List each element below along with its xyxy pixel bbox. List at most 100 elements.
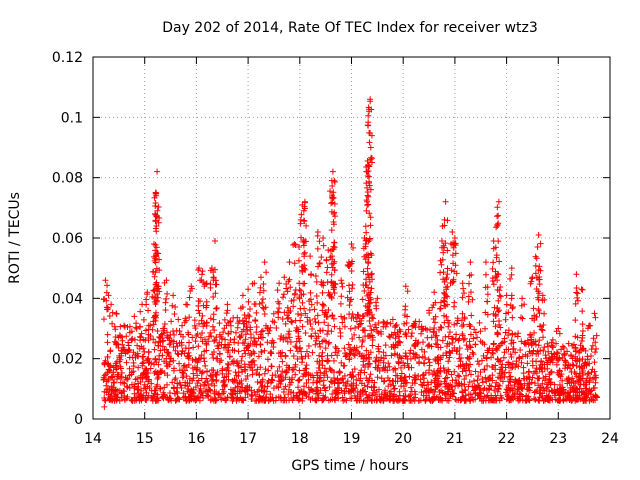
data-point <box>278 332 285 339</box>
data-point <box>232 369 239 376</box>
data-point <box>365 379 372 386</box>
data-point <box>441 298 448 305</box>
data-point <box>247 364 254 371</box>
data-point <box>284 338 291 345</box>
data-points <box>100 96 600 410</box>
data-point <box>580 389 587 396</box>
data-point <box>448 335 455 342</box>
data-point <box>526 376 533 383</box>
data-point <box>442 349 449 356</box>
data-point <box>592 339 599 346</box>
data-point <box>144 356 151 363</box>
data-point <box>365 193 372 200</box>
data-point <box>419 382 426 389</box>
data-point <box>213 281 220 288</box>
data-point <box>445 333 452 340</box>
data-point <box>541 344 548 351</box>
data-point <box>123 333 130 340</box>
data-point <box>191 322 198 329</box>
data-point <box>236 388 243 395</box>
data-point <box>113 358 120 365</box>
data-point <box>203 298 210 305</box>
data-point <box>189 377 196 384</box>
data-point <box>490 340 497 347</box>
data-point <box>322 309 329 316</box>
data-point <box>417 376 424 383</box>
data-point <box>311 315 318 322</box>
data-point <box>103 382 110 389</box>
data-point <box>499 361 506 368</box>
data-point <box>356 315 363 322</box>
data-point <box>320 382 327 389</box>
data-point <box>579 308 586 315</box>
data-point <box>591 384 598 391</box>
data-point <box>357 375 364 382</box>
data-point <box>276 280 283 287</box>
data-point <box>239 292 246 299</box>
data-point <box>300 373 307 380</box>
data-point <box>548 368 555 375</box>
data-point <box>232 390 239 397</box>
data-point <box>164 349 171 356</box>
data-point <box>161 358 168 365</box>
data-point <box>276 363 283 370</box>
data-point <box>322 387 329 394</box>
data-point <box>336 369 343 376</box>
data-point <box>284 304 291 311</box>
data-point <box>464 346 471 353</box>
data-point <box>277 378 284 385</box>
data-point <box>590 393 597 400</box>
data-point <box>415 373 422 380</box>
data-point <box>286 381 293 388</box>
data-point <box>317 327 324 334</box>
data-point <box>369 377 376 384</box>
data-point <box>323 269 330 276</box>
data-point <box>152 211 159 218</box>
data-point <box>476 319 483 326</box>
data-point <box>195 307 202 314</box>
data-point <box>581 394 588 401</box>
data-point <box>107 348 114 355</box>
data-point <box>356 334 363 341</box>
data-point <box>348 241 355 248</box>
data-point <box>142 385 149 392</box>
data-point <box>343 380 350 387</box>
data-point <box>472 368 479 375</box>
data-point <box>418 330 425 337</box>
data-point <box>458 380 465 387</box>
data-point <box>224 349 231 356</box>
data-point <box>439 337 446 344</box>
data-point <box>151 361 158 368</box>
data-point <box>326 383 333 390</box>
data-point <box>296 294 303 301</box>
data-point <box>267 349 274 356</box>
data-point <box>498 395 505 402</box>
data-point <box>451 241 458 248</box>
data-point <box>301 383 308 390</box>
data-point <box>578 286 585 293</box>
data-point <box>536 387 543 393</box>
data-point <box>170 292 177 299</box>
data-point <box>227 336 234 343</box>
data-point <box>444 217 451 224</box>
data-point <box>186 294 193 301</box>
data-point <box>269 394 276 401</box>
data-point <box>154 168 161 175</box>
data-point <box>592 379 599 386</box>
data-point <box>319 349 326 356</box>
data-point <box>518 384 525 391</box>
data-point <box>542 396 549 403</box>
data-point <box>362 333 369 340</box>
data-point <box>312 341 319 348</box>
data-point <box>128 371 135 378</box>
data-point <box>264 356 271 363</box>
data-point <box>199 369 206 376</box>
data-point <box>520 364 527 371</box>
data-point <box>549 336 556 343</box>
data-point <box>283 285 290 292</box>
data-point <box>514 333 521 340</box>
data-point <box>463 360 470 367</box>
data-point <box>150 336 157 343</box>
data-point <box>154 207 161 214</box>
